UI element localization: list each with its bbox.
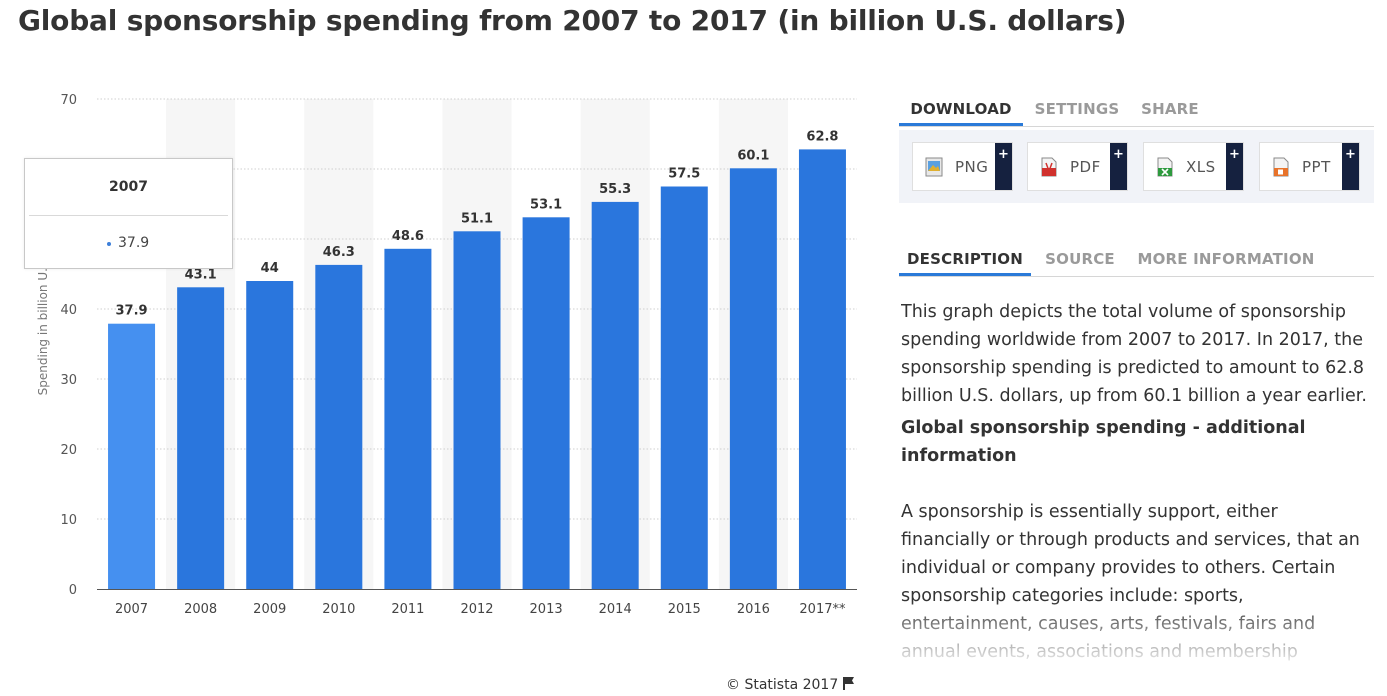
x-tick-label: 2015 xyxy=(668,602,701,617)
pdf-file-icon xyxy=(1041,157,1057,177)
ppt-label: PPT xyxy=(1302,158,1331,176)
description-paragraph: This graph depicts the total volume of s… xyxy=(901,302,1367,406)
excel-file-icon xyxy=(1157,157,1173,177)
pdf-label: PDF xyxy=(1070,158,1101,176)
download-tabs: DOWNLOAD SETTINGS SHARE xyxy=(899,96,1374,127)
bar-2011 xyxy=(384,248,432,590)
download-bar: PNG + PDF + XLS + PPT + xyxy=(899,130,1374,203)
bar-chart: 010203040506070Spending in billion U.S. … xyxy=(36,93,857,617)
y-tick-label: 10 xyxy=(60,513,77,528)
x-tick-label: 2016 xyxy=(737,602,770,617)
tooltip-value: 37.9 xyxy=(118,235,150,251)
page-title: Global sponsorship spending from 2007 to… xyxy=(18,4,1127,37)
png-plus-icon[interactable]: + xyxy=(995,143,1012,190)
bar-2012 xyxy=(453,231,501,590)
bar-2009 xyxy=(246,281,294,589)
tooltip-year: 2007 xyxy=(109,179,148,195)
x-tick-label: 2010 xyxy=(322,602,355,617)
flag-icon[interactable] xyxy=(842,676,856,690)
x-tick-label: 2008 xyxy=(184,602,217,617)
bar-value-label: 44 xyxy=(261,261,279,276)
x-tick-label: 2009 xyxy=(253,602,286,617)
y-tick-label: 70 xyxy=(60,93,77,108)
bar-value-label: 55.3 xyxy=(599,182,631,197)
bar-value-label: 57.5 xyxy=(668,167,700,182)
download-png-button[interactable]: PNG + xyxy=(912,142,1013,191)
x-tick-label: 2017** xyxy=(799,602,846,617)
x-tick-label: 2007 xyxy=(115,602,148,617)
download-xls-button[interactable]: XLS + xyxy=(1143,142,1244,191)
ppt-plus-icon[interactable]: + xyxy=(1342,143,1359,190)
bar-value-label: 60.1 xyxy=(737,148,769,163)
tab-download[interactable]: DOWNLOAD xyxy=(899,96,1023,126)
download-ppt-button[interactable]: PPT + xyxy=(1259,142,1360,191)
y-tick-label: 30 xyxy=(60,373,77,388)
tab-source[interactable]: SOURCE xyxy=(1045,250,1115,268)
bar-2017 xyxy=(798,149,846,589)
png-label: PNG xyxy=(955,158,989,176)
bar-2014 xyxy=(591,201,639,589)
powerpoint-file-icon xyxy=(1273,157,1289,177)
x-tick-label: 2014 xyxy=(599,602,632,617)
description-subheading: Global sponsorship spending - additional… xyxy=(901,418,1306,466)
bar-2007 xyxy=(108,323,156,589)
bar-2016 xyxy=(729,168,777,590)
tab-description[interactable]: DESCRIPTION xyxy=(899,246,1031,276)
tab-share[interactable]: SHARE xyxy=(1141,100,1199,118)
chart-tooltip: 2007 37.9 xyxy=(24,158,233,269)
bar-value-label: 53.1 xyxy=(530,197,562,212)
bar-value-label: 37.9 xyxy=(116,304,148,319)
x-tick-label: 2012 xyxy=(460,602,493,617)
tab-more-information[interactable]: MORE INFORMATION xyxy=(1137,250,1315,268)
bar-2015 xyxy=(660,186,708,589)
x-tick-label: 2013 xyxy=(530,602,563,617)
description-fade xyxy=(901,600,1371,670)
bar-2010 xyxy=(315,264,363,589)
copyright-text: © Statista 2017 xyxy=(726,677,839,693)
bar-value-label: 51.1 xyxy=(461,211,493,226)
xls-label: XLS xyxy=(1186,158,1216,176)
xls-plus-icon[interactable]: + xyxy=(1226,143,1243,190)
x-tick-label: 2011 xyxy=(391,602,424,617)
tooltip-series-dot xyxy=(107,242,111,246)
image-file-icon xyxy=(925,157,943,177)
bar-2013 xyxy=(522,217,570,590)
tab-settings[interactable]: SETTINGS xyxy=(1034,100,1120,118)
info-tabs: DESCRIPTION SOURCE MORE INFORMATION xyxy=(899,246,1374,277)
tooltip-divider xyxy=(29,215,228,216)
bar-value-label: 62.8 xyxy=(806,129,838,144)
copyright-link[interactable]: © Statista 2017 xyxy=(726,676,856,693)
download-pdf-button[interactable]: PDF + xyxy=(1027,142,1128,191)
y-tick-label: 0 xyxy=(69,583,77,598)
y-tick-label: 20 xyxy=(60,443,77,458)
bar-value-label: 46.3 xyxy=(323,245,355,260)
bar-value-label: 48.6 xyxy=(392,229,424,244)
y-tick-label: 40 xyxy=(60,303,77,318)
pdf-plus-icon[interactable]: + xyxy=(1110,143,1127,190)
bar-2008 xyxy=(177,287,225,589)
bar-value-label: 43.1 xyxy=(185,267,217,282)
